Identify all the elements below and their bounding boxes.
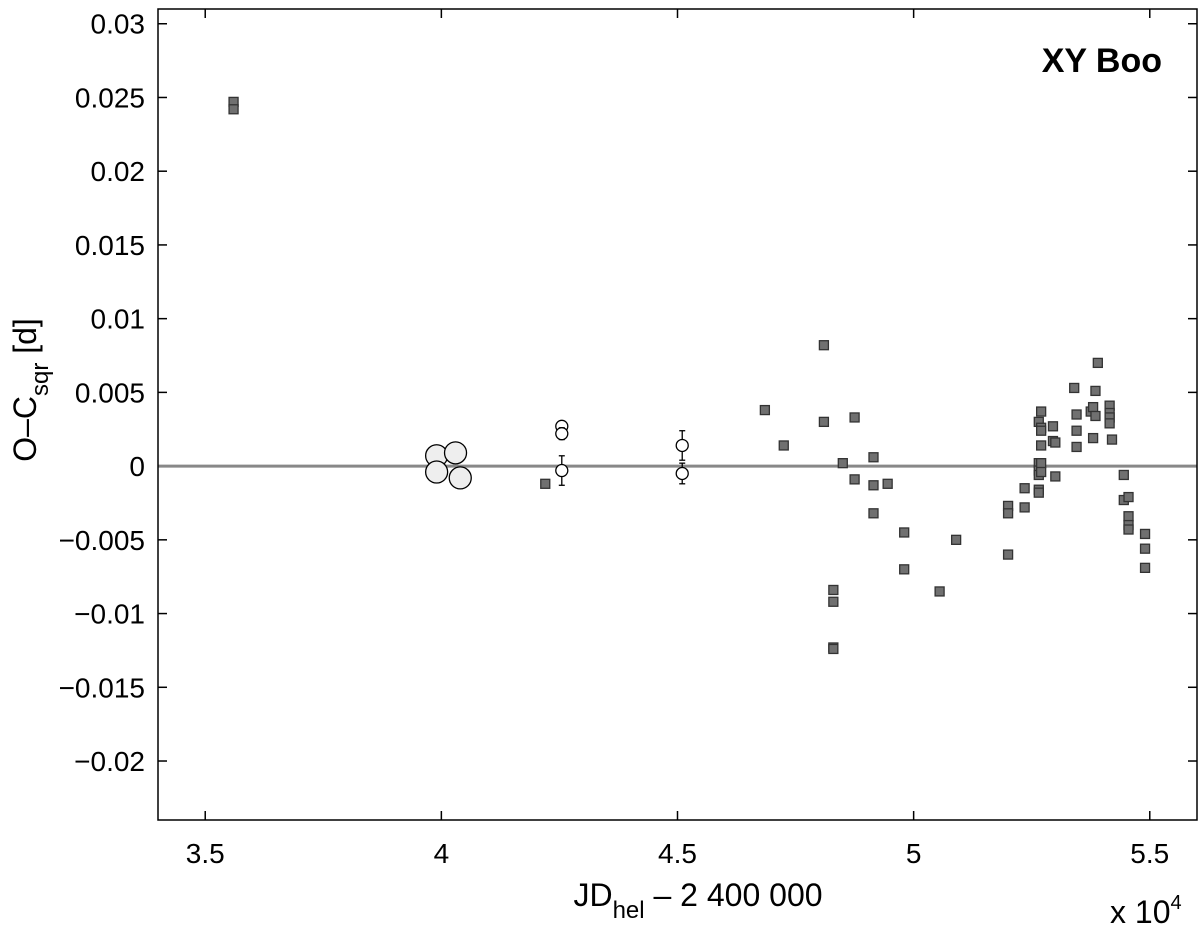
square-point <box>1050 437 1061 448</box>
square-point <box>1106 434 1118 445</box>
square-point <box>1033 487 1044 498</box>
square-point <box>1071 409 1082 420</box>
square-point <box>1139 562 1151 574</box>
square-point <box>934 586 945 597</box>
square-point <box>882 478 893 489</box>
square-point <box>1123 511 1134 522</box>
square-point <box>1069 382 1080 394</box>
x-axis-multiplier: x 104 <box>1110 892 1182 930</box>
square-point <box>1123 491 1134 503</box>
square-point <box>899 527 910 538</box>
x-tick-label: 5 <box>906 838 922 869</box>
square-point <box>759 404 771 416</box>
square-point <box>828 643 839 655</box>
square-point <box>1036 425 1047 436</box>
square-point <box>1092 357 1103 369</box>
square-point <box>828 584 839 596</box>
ticks-layer: 3.5 4 4.5 5 5.5 0.03 0.025 0.02 0.015 0.01 0.005 0 −… <box>59 9 1197 869</box>
y-tick-label: −0.01 <box>74 599 145 630</box>
square-point <box>1090 385 1101 397</box>
square-point <box>1036 406 1047 417</box>
square-point <box>868 508 879 519</box>
square-point <box>778 440 789 451</box>
square-point <box>1050 471 1061 482</box>
small-circle-point <box>675 438 689 453</box>
y-tick-label: 0.02 <box>91 156 146 187</box>
y-tick-label: 0.025 <box>75 82 145 113</box>
y-tick-label: 0.005 <box>75 377 145 408</box>
square-point <box>1090 410 1101 422</box>
y-tick-label: −0.015 <box>59 672 145 703</box>
square-point <box>868 480 879 491</box>
large-circle-point <box>424 460 449 484</box>
square-point <box>1123 524 1134 535</box>
square-point <box>899 564 910 575</box>
square-point <box>818 340 830 351</box>
square-point <box>818 416 830 428</box>
large-circle-point <box>443 441 468 465</box>
y-tick-label: 0 <box>129 451 145 482</box>
y-axis-label: O–Csqr [d] <box>7 318 54 462</box>
square-point <box>1087 432 1099 444</box>
square-point <box>950 534 962 545</box>
x-axis-label: JDhel – 2 400 000 <box>573 877 822 924</box>
small-circle-point <box>555 463 569 478</box>
x-tick-label: 3.5 <box>186 838 225 869</box>
x-tick-label: 4 <box>434 838 450 869</box>
square-point <box>1036 466 1047 478</box>
square-point <box>1036 440 1047 451</box>
square-point <box>1104 418 1115 429</box>
chart-title: XY Boo <box>1042 42 1162 80</box>
square-point <box>868 452 879 463</box>
points-layer <box>228 96 1151 655</box>
y-tick-label: −0.02 <box>74 746 145 777</box>
square-point <box>1047 421 1059 432</box>
square-point <box>1019 502 1030 513</box>
square-point <box>837 458 848 469</box>
large-circle-point <box>448 466 472 490</box>
x-tick-label: 4.5 <box>658 838 697 869</box>
y-tick-label: 0.01 <box>91 304 146 335</box>
square-point <box>1071 441 1082 453</box>
plot-frame <box>157 8 1198 821</box>
square-point <box>1036 458 1047 469</box>
x-tick-label: 5.5 <box>1130 838 1169 869</box>
square-point <box>849 412 860 423</box>
square-point <box>228 104 239 115</box>
square-point <box>1139 528 1151 540</box>
square-point <box>540 478 551 489</box>
small-circle-point <box>675 466 689 481</box>
square-point <box>1087 401 1099 413</box>
y-tick-label: −0.005 <box>59 525 145 556</box>
square-point <box>1118 469 1129 481</box>
square-point <box>1019 483 1030 494</box>
square-point <box>1071 425 1082 436</box>
y-tick-label: 0.03 <box>91 9 146 40</box>
y-tick-label: 0.015 <box>75 230 145 261</box>
square-point <box>828 596 839 607</box>
square-point <box>849 474 860 485</box>
square-point <box>1139 543 1151 554</box>
square-point <box>1002 549 1014 560</box>
small-circle-point <box>555 427 569 441</box>
square-point <box>1002 508 1014 519</box>
